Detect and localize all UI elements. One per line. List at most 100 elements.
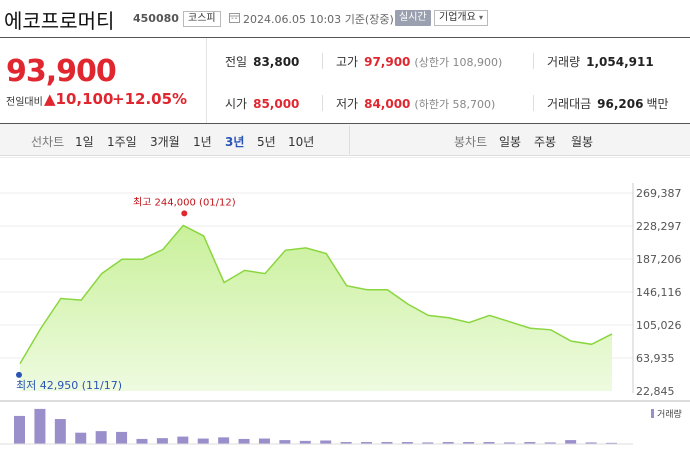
volume-bar bbox=[75, 432, 87, 444]
stat-high: 고가 97,900 (상한가 108,900) bbox=[336, 53, 502, 70]
stat-sub: (상한가 108,900) bbox=[414, 56, 503, 69]
period-3m[interactable]: 3개월 bbox=[150, 135, 180, 149]
min-marker bbox=[16, 371, 22, 378]
price-summary: 93,900 전일대비 ▲10,100 +12.05% bbox=[0, 38, 206, 124]
timestamp-basis: 기준(장중) bbox=[344, 13, 394, 26]
volume-bar bbox=[34, 408, 46, 444]
stat-label: 거래량 bbox=[547, 55, 581, 69]
period-bar: 선차트 1일 1주일 3개월 1년 3년 5년 10년 봉차트 일봉 주봉 월봉 bbox=[0, 124, 690, 156]
period-1y[interactable]: 1년 bbox=[193, 135, 212, 149]
price-line bbox=[19, 224, 613, 364]
stat-sub: (하한가 58,700) bbox=[414, 98, 496, 111]
max-label: 최고 244,000 (01/12) bbox=[133, 196, 236, 208]
change-value: ▲10,100 bbox=[44, 90, 113, 108]
period-5y[interactable]: 5년 bbox=[257, 135, 276, 149]
stat-unit: 백만 bbox=[646, 97, 669, 111]
line-chart-label: 선차트 bbox=[31, 135, 65, 149]
divider bbox=[349, 126, 350, 154]
y-tick-label: 146,116 bbox=[636, 286, 682, 299]
volume-bar bbox=[136, 438, 148, 444]
header-divider bbox=[0, 37, 690, 38]
candle-monthly[interactable]: 월봉 bbox=[571, 135, 594, 149]
change-amount: 10,100 bbox=[55, 90, 114, 108]
stock-header: 에코프로머티 450080 코스피 2024.06.05 10:03 기준(장중… bbox=[0, 0, 690, 38]
timestamp-value: 2024.06.05 10:03 bbox=[243, 13, 342, 26]
divider bbox=[0, 123, 690, 124]
volume-bar bbox=[565, 440, 577, 444]
price-chart: 269,387 228,297 187,206 146,116 105,026 63,93… bbox=[0, 156, 690, 451]
stat-low: 저가 84,000 (하한가 58,700) bbox=[336, 95, 495, 112]
current-price: 93,900 bbox=[6, 54, 117, 89]
candle-weekly[interactable]: 주봉 bbox=[534, 135, 557, 149]
calendar-icon bbox=[229, 13, 240, 23]
volume-bar bbox=[503, 442, 515, 444]
period-1w[interactable]: 1주일 bbox=[107, 135, 137, 149]
stat-label: 고가 bbox=[336, 55, 359, 69]
volume-bar bbox=[54, 419, 66, 444]
divider bbox=[322, 95, 323, 111]
max-marker bbox=[181, 210, 188, 217]
period-3y[interactable]: 3년 bbox=[225, 135, 245, 149]
corp-info-dropdown[interactable]: 기업개요 ▾ bbox=[434, 10, 489, 26]
volume-bar bbox=[483, 442, 495, 444]
stat-amount: 거래대금 96,206 백만 bbox=[547, 95, 669, 112]
volume-bar bbox=[585, 442, 597, 444]
stat-value: 84,000 bbox=[364, 97, 411, 111]
stat-value: 85,000 bbox=[253, 97, 300, 111]
volume-bar bbox=[238, 438, 250, 444]
market-badge: 코스피 bbox=[183, 11, 221, 27]
stat-value: 97,900 bbox=[364, 55, 411, 69]
up-arrow-icon: ▲ bbox=[44, 90, 56, 108]
volume-bar bbox=[156, 438, 168, 444]
volume-bar bbox=[320, 440, 332, 444]
corp-info-label: 기업개요 bbox=[439, 12, 476, 23]
volume-bar bbox=[116, 431, 128, 444]
stat-label: 거래대금 bbox=[547, 97, 592, 111]
y-tick-label: 269,387 bbox=[636, 187, 682, 200]
y-tick-label: 187,206 bbox=[636, 253, 682, 266]
period-1d[interactable]: 1일 bbox=[75, 135, 94, 149]
volume-bar bbox=[340, 442, 352, 444]
min-label: 최저 42,950 (11/17) bbox=[16, 379, 122, 392]
volume-bar bbox=[606, 442, 617, 444]
stat-value: 83,800 bbox=[253, 55, 300, 69]
volume-bar bbox=[401, 442, 413, 444]
chevron-down-icon: ▾ bbox=[479, 13, 484, 22]
price-area bbox=[20, 225, 612, 391]
volume-bar bbox=[299, 440, 311, 444]
volume-legend-label: 거래량 bbox=[657, 408, 682, 420]
volume-bar bbox=[544, 442, 556, 444]
stat-label: 시가 bbox=[225, 97, 248, 111]
candle-daily[interactable]: 일봉 bbox=[499, 135, 522, 149]
divider bbox=[533, 95, 534, 111]
divider bbox=[322, 53, 323, 69]
stat-volume: 거래량 1,054,911 bbox=[547, 53, 654, 70]
change-percent: +12.05% bbox=[112, 90, 188, 108]
y-tick-label: 22,845 bbox=[636, 385, 675, 398]
stat-prev-close: 전일 83,800 bbox=[225, 53, 299, 70]
stat-label: 저가 bbox=[336, 97, 359, 111]
volume-bar bbox=[258, 438, 270, 444]
stat-value: 1,054,911 bbox=[586, 55, 654, 69]
stock-name: 에코프로머티 bbox=[4, 9, 115, 33]
volume-bar bbox=[524, 442, 536, 444]
y-tick-label: 105,026 bbox=[636, 319, 682, 332]
y-tick-label: 228,297 bbox=[636, 220, 682, 233]
volume-bar bbox=[14, 415, 25, 444]
stat-label: 전일 bbox=[225, 55, 248, 69]
volume-bar bbox=[463, 442, 475, 444]
change-label: 전일대비 bbox=[6, 97, 43, 108]
volume-bar bbox=[95, 431, 107, 444]
realtime-button[interactable]: 실시간 bbox=[395, 10, 431, 26]
stat-value: 96,206 bbox=[597, 97, 644, 111]
volume-bar bbox=[197, 438, 209, 444]
price-chart-svg: 269,387 228,297 187,206 146,116 105,026 63,93… bbox=[0, 156, 690, 445]
volume-bar bbox=[279, 440, 291, 444]
volume-legend-swatch bbox=[651, 409, 654, 418]
stock-code: 450080 bbox=[133, 12, 179, 25]
period-10y[interactable]: 10년 bbox=[288, 135, 315, 149]
divider bbox=[533, 53, 534, 69]
stat-open: 시가 85,000 bbox=[225, 95, 299, 112]
candle-chart-label: 봉차트 bbox=[454, 135, 488, 149]
volume-bar bbox=[381, 442, 393, 444]
